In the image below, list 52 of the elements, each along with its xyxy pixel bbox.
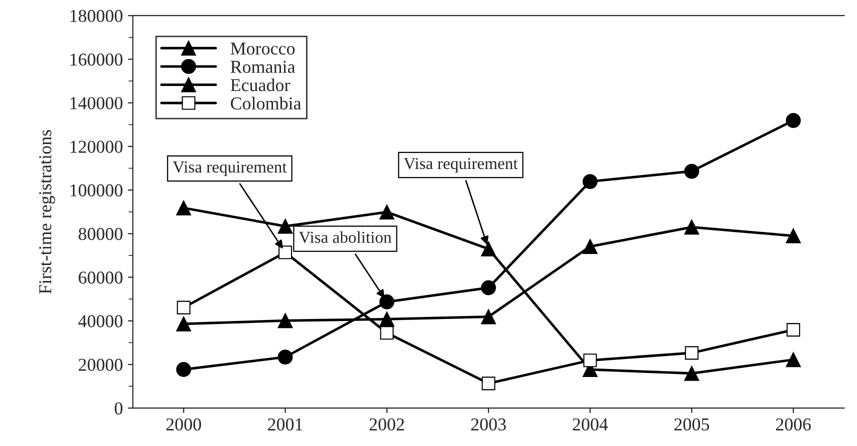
point — [481, 280, 496, 296]
y-tick-label: 160000 — [70, 53, 122, 66]
x-tick-label: 2004 — [572, 418, 608, 431]
annotation: Visa requirement — [404, 158, 518, 173]
point — [582, 174, 598, 190]
legend-label: Morocco — [230, 42, 295, 55]
x-tick-label: 2005 — [674, 418, 710, 431]
point — [684, 366, 700, 381]
y-tick-label: 0 — [114, 402, 122, 415]
point — [481, 309, 496, 324]
x-tick-label: 2003 — [471, 418, 506, 431]
y-tick-label: 100000 — [70, 184, 122, 196]
point — [176, 362, 192, 377]
point — [176, 200, 192, 216]
point — [278, 218, 293, 234]
point — [582, 239, 598, 254]
point — [786, 352, 801, 368]
x-tick-label: 2002 — [370, 418, 404, 431]
point — [278, 350, 293, 365]
point — [176, 316, 192, 332]
point — [786, 113, 801, 128]
y-tick-label: 180000 — [70, 10, 122, 22]
point — [684, 164, 700, 179]
point — [380, 326, 394, 340]
legend-label: Romania — [230, 60, 296, 73]
point — [176, 300, 190, 314]
annotation: Visa requirement — [172, 161, 287, 176]
point — [684, 346, 698, 360]
point — [786, 228, 801, 244]
y-tick-label: 140000 — [70, 97, 122, 110]
point — [379, 204, 394, 220]
y-tick-label: 20000 — [78, 358, 122, 371]
point — [583, 354, 597, 368]
y-tick-label: 60000 — [78, 272, 122, 284]
y-axis-title: First-time registrations — [39, 130, 56, 294]
point — [786, 323, 800, 337]
point — [278, 246, 292, 260]
legend-label: Ecuador — [230, 78, 290, 92]
x-tick-label: 2000 — [166, 418, 202, 431]
legend-label: Colombia — [230, 96, 302, 110]
point — [278, 313, 293, 328]
point — [379, 294, 394, 310]
point — [481, 241, 496, 256]
point — [379, 312, 394, 327]
y-tick-label: 80000 — [78, 228, 122, 240]
y-tick-label: 40000 — [78, 315, 122, 328]
point — [482, 376, 496, 390]
annotation: Visa abolition — [298, 231, 392, 244]
x-tick-label: 2001 — [268, 418, 302, 431]
x-tick-label: 2006 — [776, 418, 811, 431]
point — [684, 220, 700, 235]
y-tick-label: 120000 — [70, 140, 122, 153]
